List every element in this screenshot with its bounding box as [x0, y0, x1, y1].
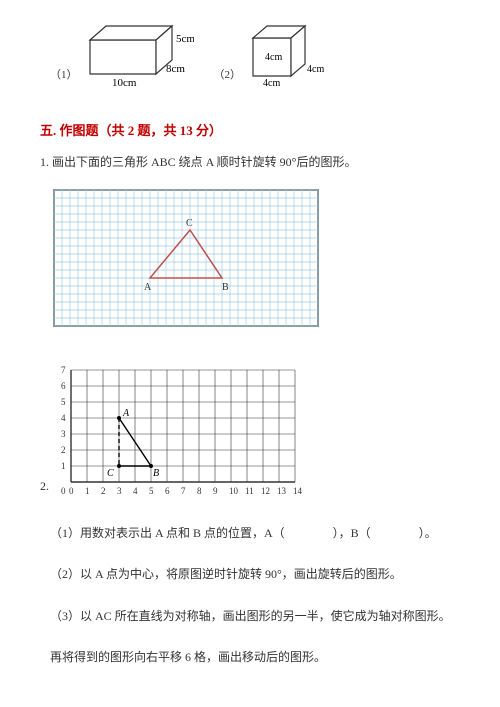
svg-text:8: 8: [197, 486, 202, 496]
q2-num: 2.: [40, 479, 49, 502]
q2-row: 2. 0123456789101112131412345670 A B C: [40, 362, 460, 502]
svg-text:5: 5: [149, 486, 154, 496]
svg-text:12: 12: [261, 486, 270, 496]
q1-text: 1. 画出下面的三角形 ABC 绕点 A 顺时针旋转 90°后的图形。: [40, 153, 460, 172]
tri-b: B: [222, 282, 229, 293]
q2-b: B: [153, 468, 159, 479]
svg-text:7: 7: [61, 365, 66, 375]
cuboid-w: 10cm: [112, 77, 137, 89]
svg-text:3: 3: [117, 486, 122, 496]
section-title: 五. 作图题（共 2 题，共 13 分）: [40, 120, 460, 139]
cuboid-group: （1） 5cm 8cm 10cm: [50, 20, 194, 90]
cube-group: （2） 4cm 4cm 4cm: [214, 20, 328, 90]
svg-text:6: 6: [61, 381, 66, 391]
svg-text:0: 0: [61, 486, 66, 496]
figures-row: （1） 5cm 8cm 10cm （2） 4cm 4cm 4cm: [50, 20, 460, 90]
svg-text:10: 10: [229, 486, 239, 496]
svg-text:14: 14: [293, 486, 303, 496]
cuboid-icon: 5cm 8cm 10cm: [84, 20, 194, 90]
cube-icon: 4cm 4cm 4cm: [247, 20, 327, 90]
svg-text:11: 11: [245, 486, 254, 496]
cuboid-d: 8cm: [166, 63, 185, 75]
cube-w: 4cm: [263, 78, 280, 89]
svg-text:1: 1: [85, 486, 90, 496]
q2-a: A: [122, 408, 130, 419]
svg-text:4: 4: [133, 486, 138, 496]
cube-d: 4cm: [307, 64, 324, 75]
svg-text:5: 5: [61, 397, 66, 407]
svg-text:0: 0: [69, 486, 74, 496]
q2-final: 再将得到的图形向右平移 6 格，画出移动后的图形。: [50, 648, 460, 667]
cube-h: 4cm: [265, 52, 282, 63]
q2-sub1: （1）用数对表示出 A 点和 B 点的位置，A（ ），B（ ）。: [50, 524, 460, 543]
svg-text:2: 2: [61, 445, 66, 455]
svg-text:6: 6: [165, 486, 170, 496]
q2-grid: 0123456789101112131412345670 A B C: [53, 362, 303, 502]
q2-sub2: （2）以 A 点为中心，将原图逆时针旋转 90°，画出旋转后的图形。: [50, 565, 460, 584]
cube-label: （2）: [214, 66, 242, 90]
q1-grid: A B C: [50, 186, 460, 338]
cuboid-h: 5cm: [176, 33, 194, 45]
svg-text:1: 1: [61, 461, 66, 471]
svg-text:3: 3: [61, 429, 66, 439]
svg-text:2: 2: [101, 486, 106, 496]
svg-text:9: 9: [213, 486, 218, 496]
svg-text:4: 4: [61, 413, 66, 423]
cuboid-label: （1）: [50, 66, 78, 90]
tri-c: C: [186, 218, 193, 229]
svg-text:7: 7: [181, 486, 186, 496]
q2-sub3: （3）以 AC 所在直线为对称轴，画出图形的另一半，使它成为轴对称图形。: [50, 607, 460, 626]
tri-a: A: [144, 282, 152, 293]
q2-c: C: [107, 468, 114, 479]
svg-text:13: 13: [277, 486, 287, 496]
